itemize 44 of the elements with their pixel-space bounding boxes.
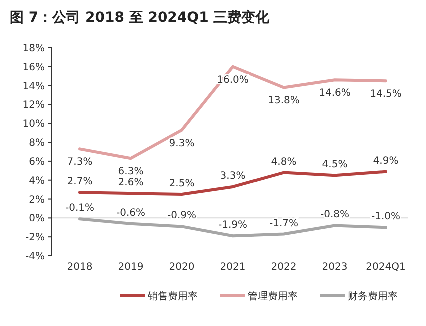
data-label: 2.6% <box>118 178 144 189</box>
x-tick-label: 2019 <box>118 262 144 273</box>
x-tick-label: 2021 <box>220 262 246 273</box>
x-tick-label: 2022 <box>271 262 297 273</box>
legend-label: 财务费用率 <box>348 290 398 302</box>
y-tick-label: 2% <box>29 194 45 206</box>
data-label: 4.9% <box>373 156 399 167</box>
data-label: 16.0% <box>217 74 249 86</box>
data-label: 4.5% <box>322 160 348 171</box>
legend-label: 销售费用率 <box>147 290 198 302</box>
data-label: 2.5% <box>169 178 195 190</box>
data-label: -1.0% <box>371 212 401 223</box>
y-tick-label: 16% <box>22 62 45 74</box>
data-label: 2.7% <box>67 176 93 188</box>
y-tick-label: -2% <box>26 232 45 244</box>
data-label: 3.3% <box>220 170 246 182</box>
y-tick-label: 0% <box>29 214 45 225</box>
data-label: -0.6% <box>116 208 146 219</box>
data-label: -1.7% <box>269 218 299 230</box>
data-label: 6.3% <box>118 166 144 178</box>
x-tick-label: 2023 <box>322 262 348 273</box>
y-tick-label: 14% <box>22 81 45 92</box>
data-label: -1.9% <box>218 220 248 232</box>
data-label: 4.8% <box>271 156 297 168</box>
x-tick-label: 2018 <box>67 262 93 273</box>
y-tick-label: 4% <box>29 176 45 187</box>
y-tick-label: 10% <box>22 119 45 130</box>
y-tick-label: 6% <box>29 156 45 168</box>
data-label: 14.6% <box>319 88 351 100</box>
data-label: 13.8% <box>268 96 300 107</box>
y-tick-label: 12% <box>22 100 45 112</box>
y-tick-label: 18% <box>22 44 45 54</box>
data-label: 14.5% <box>370 89 402 100</box>
chart-title: 图 7：公司 2018 至 2024Q1 三费变化 <box>10 9 271 26</box>
x-tick-label: 2024Q1 <box>366 262 406 273</box>
data-label: 9.3% <box>169 138 195 150</box>
data-label: -0.9% <box>167 210 197 222</box>
legend-label: 管理费用率 <box>248 290 298 302</box>
data-label: -0.8% <box>320 210 350 221</box>
x-tick-label: 2020 <box>169 262 195 273</box>
y-tick-label: -4% <box>26 252 45 262</box>
y-tick-label: 8% <box>29 138 45 150</box>
data-label: -0.1% <box>65 203 95 214</box>
data-label: 7.3% <box>67 157 93 168</box>
